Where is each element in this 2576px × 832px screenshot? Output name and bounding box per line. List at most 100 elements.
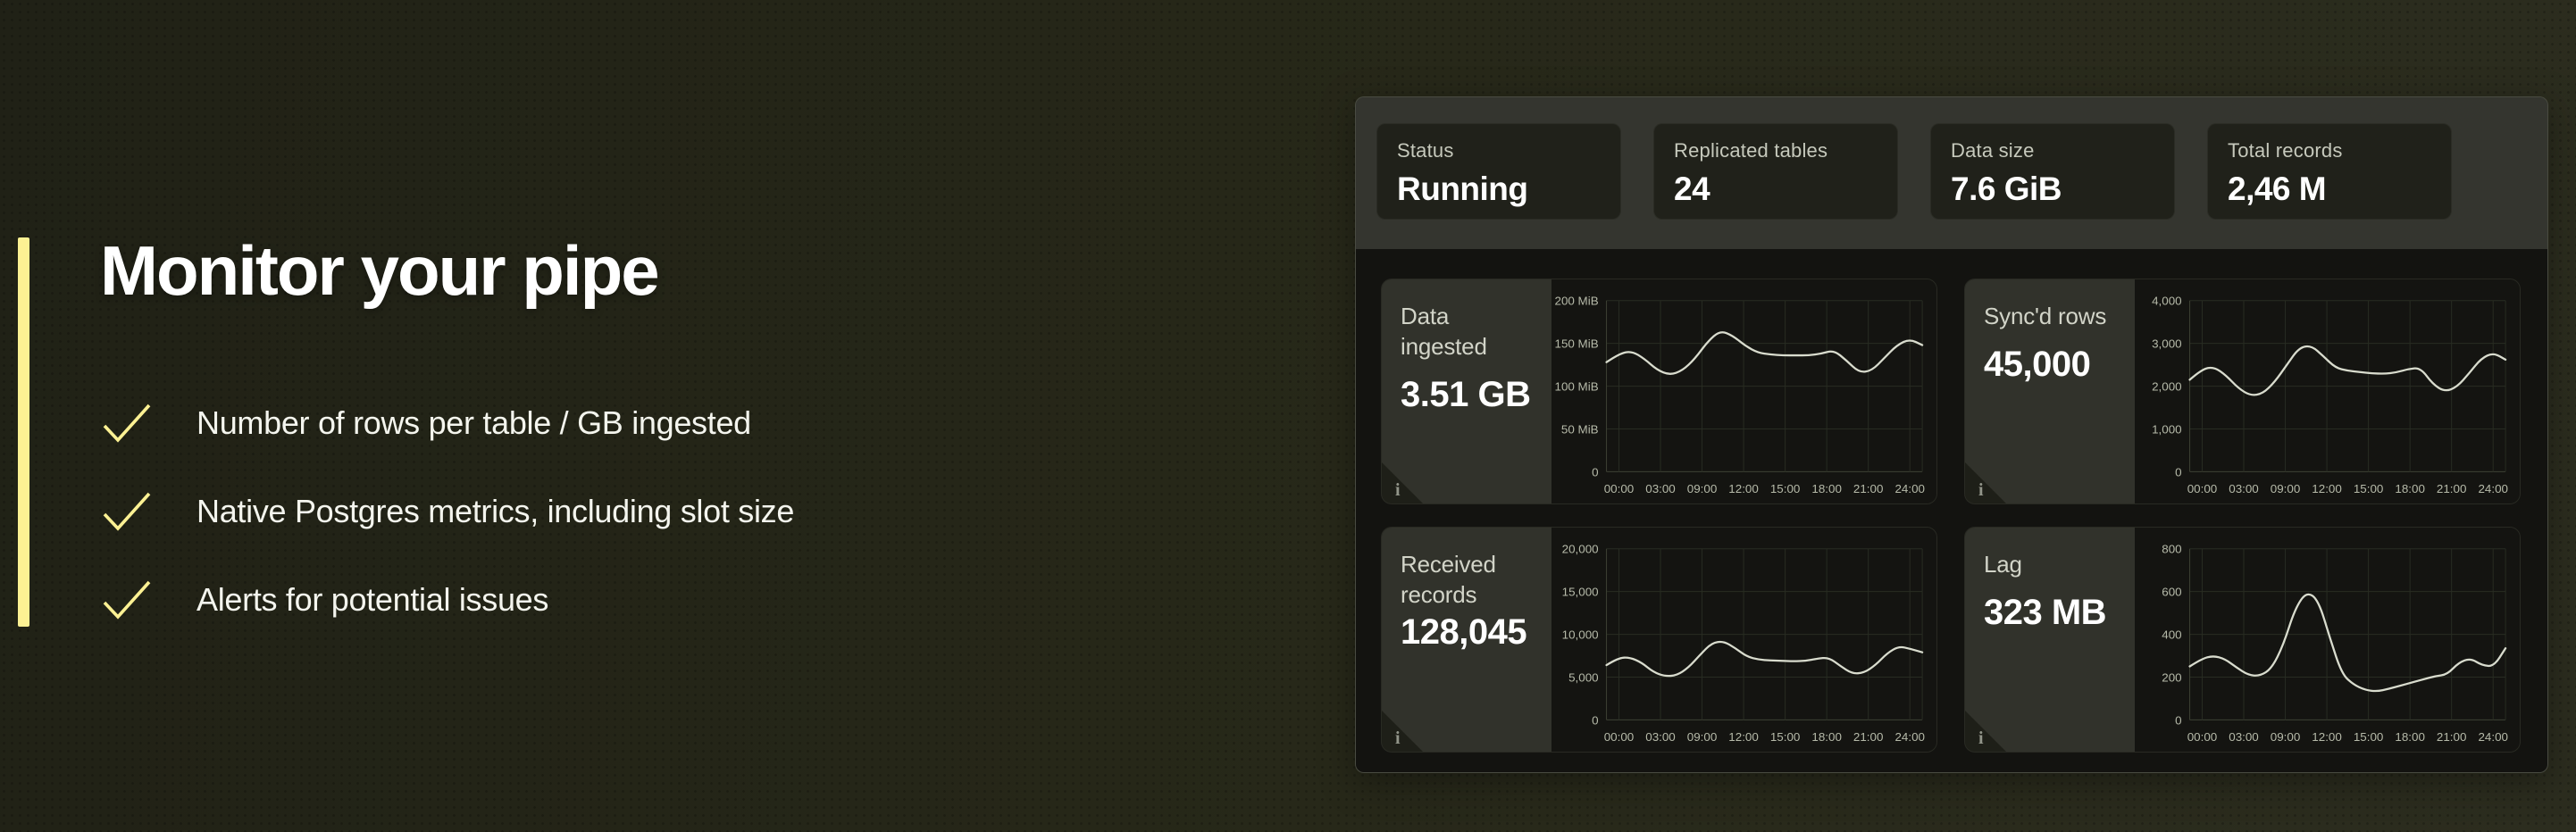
chart-card-data-ingested: Data ingested 3.51 GB 200 MiB 150 MiB 100 … [1381, 279, 1937, 504]
chart-value: 323 MB [1984, 592, 2107, 632]
info-icon[interactable]: i [1978, 728, 1984, 748]
chart-title: Received records [1401, 551, 1496, 608]
svg-text:12:00: 12:00 [1728, 730, 1759, 744]
svg-text:15:00: 15:00 [2354, 730, 2384, 744]
list-item: Alerts for potential issues [102, 573, 794, 627]
svg-text:12:00: 12:00 [2312, 482, 2342, 495]
chart-area: 20,000 15,000 10,000 5,000 0 00:00 03:00 09:00 1… [1551, 528, 1936, 752]
svg-text:24:00: 24:00 [1894, 730, 1925, 744]
svg-text:03:00: 03:00 [1645, 482, 1676, 495]
chart-card-received-records: Received records 128,045 20,000 15,000 10,… [1381, 527, 1937, 753]
line-chart: 200 MiB 150 MiB 100 MiB 50 MiB 0 00:00 03:00 09… [1554, 295, 1925, 495]
line-chart: 800 600 400 200 0 00:00 03:00 09:00 12:00 15:00 18… [2162, 543, 2508, 744]
stat-label: Data size [1951, 139, 2035, 162]
svg-text:15:00: 15:00 [1770, 730, 1801, 744]
chart-area: 4,000 3,000 2,000 1,000 0 00:00 03:00 09:00 12:0… [2135, 279, 2520, 503]
stat-label: Replicated tables [1674, 139, 1828, 162]
svg-text:03:00: 03:00 [2229, 482, 2259, 495]
svg-text:21:00: 21:00 [2437, 482, 2467, 495]
svg-text:0: 0 [1592, 465, 1598, 478]
chart-label-panel: Sync'd rows 45,000 [1965, 279, 2135, 503]
svg-text:21:00: 21:00 [2437, 730, 2467, 744]
svg-text:18:00: 18:00 [1811, 482, 1842, 495]
chart-value: 3.51 GB [1401, 374, 1531, 414]
svg-text:12:00: 12:00 [2312, 730, 2342, 744]
stat-value: 24 [1674, 171, 1710, 207]
stat-card-data-size: Data size 7.6 GiB [1930, 123, 2175, 220]
svg-text:12:00: 12:00 [1728, 482, 1759, 495]
svg-text:15,000: 15,000 [1562, 586, 1599, 599]
bullet-list: Number of rows per table / GB ingested N… [102, 396, 794, 661]
svg-text:21:00: 21:00 [1853, 730, 1884, 744]
svg-text:1,000: 1,000 [2152, 422, 2182, 436]
accent-bar [18, 237, 29, 627]
svg-text:09:00: 09:00 [2271, 482, 2301, 495]
stat-card-total-records: Total records 2,46 M [2207, 123, 2452, 220]
svg-text:18:00: 18:00 [2395, 482, 2425, 495]
svg-text:03:00: 03:00 [2229, 730, 2259, 744]
svg-text:50 MiB: 50 MiB [1561, 422, 1599, 436]
stat-label: Total records [2228, 139, 2343, 162]
svg-text:24:00: 24:00 [2478, 730, 2508, 744]
svg-text:00:00: 00:00 [2187, 482, 2218, 495]
chart-label-panel: Lag 323 MB [1965, 528, 2135, 752]
svg-text:00:00: 00:00 [2187, 730, 2218, 744]
svg-text:20,000: 20,000 [1562, 543, 1599, 556]
stat-value: Running [1397, 171, 1528, 207]
svg-text:800: 800 [2162, 543, 2181, 556]
svg-text:0: 0 [1592, 713, 1598, 727]
svg-text:18:00: 18:00 [2395, 730, 2425, 744]
list-item: Native Postgres metrics, including slot … [102, 485, 794, 538]
svg-text:24:00: 24:00 [2478, 482, 2508, 495]
info-icon[interactable]: i [1395, 480, 1401, 500]
chart-card-lag: Lag 323 MB 800 600 400 200 0 00:00 03:00 09:00 1… [1964, 527, 2521, 753]
svg-text:10,000: 10,000 [1562, 628, 1599, 642]
svg-text:09:00: 09:00 [1687, 482, 1718, 495]
chart-label-panel: Data ingested 3.51 GB [1382, 279, 1551, 503]
svg-text:150 MiB: 150 MiB [1554, 337, 1598, 351]
checkmark-icon [103, 492, 151, 531]
list-item: Number of rows per table / GB ingested [102, 396, 794, 450]
stat-card-replicated-tables: Replicated tables 24 [1653, 123, 1898, 220]
svg-text:200 MiB: 200 MiB [1554, 295, 1598, 308]
svg-text:00:00: 00:00 [1604, 730, 1635, 744]
svg-text:2,000: 2,000 [2152, 380, 2182, 394]
chart-area: 800 600 400 200 0 00:00 03:00 09:00 12:00 15:00 18… [2135, 528, 2520, 752]
checkmark-icon [103, 404, 151, 443]
chart-area: 200 MiB 150 MiB 100 MiB 50 MiB 0 00:00 03:00 09… [1551, 279, 1936, 503]
line-chart: 20,000 15,000 10,000 5,000 0 00:00 03:00 09:00 1… [1562, 543, 1925, 744]
info-icon[interactable]: i [1395, 728, 1401, 748]
svg-text:0: 0 [2175, 465, 2181, 478]
svg-text:600: 600 [2162, 586, 2181, 599]
chart-title: Sync'd rows [1984, 303, 2107, 329]
svg-text:00:00: 00:00 [1604, 482, 1635, 495]
chart-value: 128,045 [1401, 612, 1527, 652]
line-chart: 4,000 3,000 2,000 1,000 0 00:00 03:00 09:00 12:0… [2152, 295, 2508, 495]
stat-card-status: Status Running [1376, 123, 1621, 220]
svg-text:03:00: 03:00 [1645, 730, 1676, 744]
svg-text:200: 200 [2162, 670, 2181, 684]
svg-text:09:00: 09:00 [2271, 730, 2301, 744]
stat-value: 7.6 GiB [1951, 171, 2062, 207]
svg-text:18:00: 18:00 [1811, 730, 1842, 744]
chart-card-syncd-rows: Sync'd rows 45,000 4,000 3,000 2,000 1,000 0… [1964, 279, 2521, 504]
svg-text:4,000: 4,000 [2152, 295, 2182, 308]
bullet-text: Number of rows per table / GB ingested [197, 404, 751, 441]
svg-text:15:00: 15:00 [2354, 482, 2384, 495]
svg-text:09:00: 09:00 [1687, 730, 1718, 744]
svg-text:21:00: 21:00 [1853, 482, 1884, 495]
svg-text:3,000: 3,000 [2152, 337, 2182, 351]
svg-text:24:00: 24:00 [1894, 482, 1925, 495]
bullet-text: Alerts for potential issues [197, 581, 549, 618]
page-title: Monitor your pipe [100, 231, 660, 310]
info-icon[interactable]: i [1978, 480, 1984, 500]
svg-text:100 MiB: 100 MiB [1554, 380, 1598, 394]
monitoring-dashboard: Status Running Replicated tables 24 Data… [1355, 96, 2548, 773]
svg-text:0: 0 [2175, 713, 2181, 727]
bullet-text: Native Postgres metrics, including slot … [197, 493, 795, 529]
chart-title: Data ingested [1401, 303, 1487, 360]
svg-text:15:00: 15:00 [1770, 482, 1801, 495]
chart-label-panel: Received records 128,045 [1382, 528, 1551, 752]
svg-text:5,000: 5,000 [1568, 670, 1599, 684]
